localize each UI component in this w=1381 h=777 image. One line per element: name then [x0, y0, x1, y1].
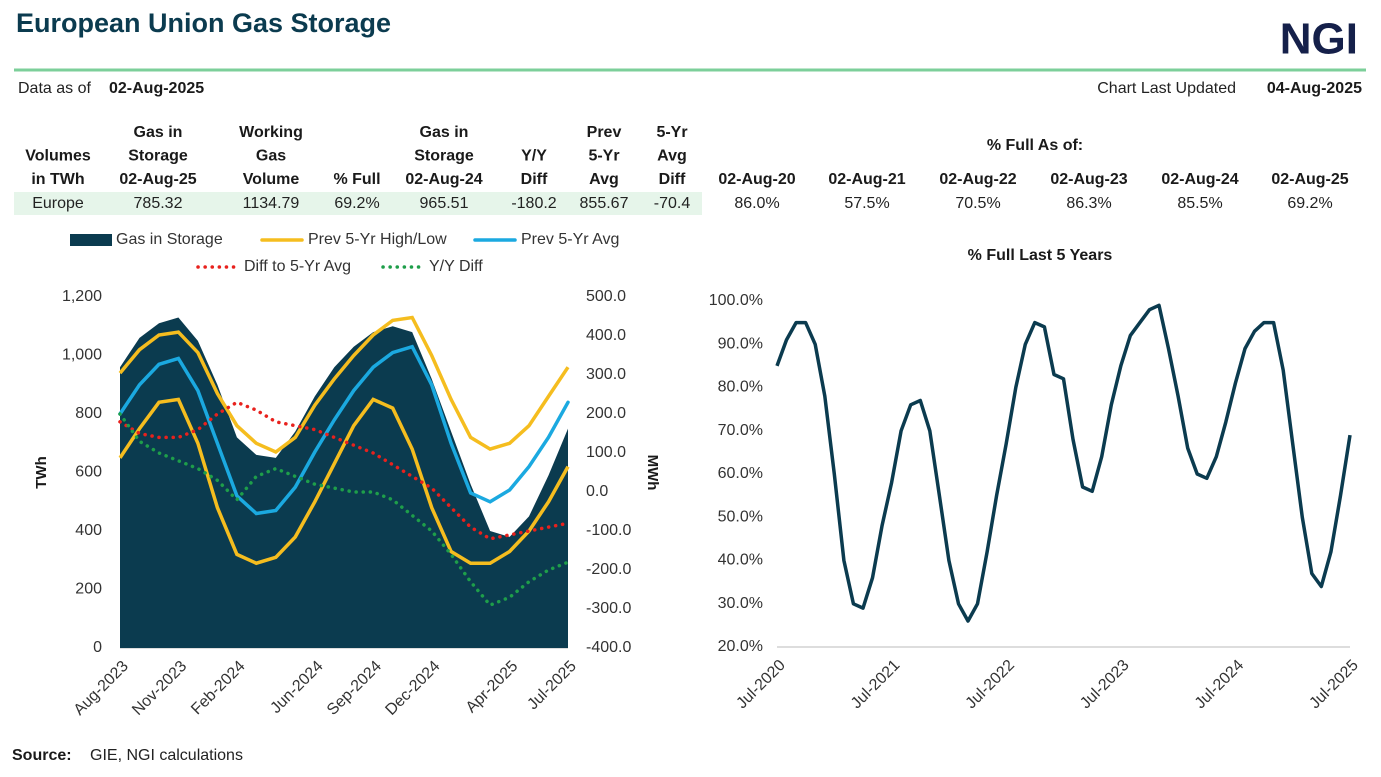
y-tick-label: 100.0% — [709, 292, 763, 309]
table-cell: -70.4 — [654, 195, 691, 212]
line — [118, 400, 570, 541]
updated: 04-Aug-2025 — [1267, 80, 1362, 97]
full-value: 69.2% — [1287, 195, 1332, 212]
y-tick-label: 70.0% — [718, 422, 763, 439]
table-cell: 69.2% — [334, 195, 379, 212]
full-value: 70.5% — [955, 195, 1000, 212]
table-header: 5-Yr — [656, 124, 687, 141]
y2-tick-label: 200.0 — [586, 405, 626, 422]
full-value: 86.3% — [1066, 195, 1111, 212]
line — [775, 303, 1352, 623]
title: European Union Gas Storage — [16, 8, 391, 38]
y-tick-label: 40.0% — [718, 552, 763, 569]
table-header: Diff — [521, 171, 548, 188]
table-header: Y/Y — [521, 148, 547, 165]
y-tick-label: 0 — [93, 639, 102, 656]
table-cell: 965.51 — [420, 195, 469, 212]
y-tick-label: 800 — [75, 405, 102, 422]
full-value: 57.5% — [844, 195, 889, 212]
table-header: Gas in — [420, 124, 469, 141]
table-header: Gas in — [134, 124, 183, 141]
full-date: 02-Aug-21 — [828, 171, 905, 188]
y-tick-label: 400 — [75, 522, 102, 539]
line-high — [118, 315, 570, 455]
full-date: 02-Aug-24 — [1161, 171, 1238, 188]
table-header: Volume — [243, 171, 300, 188]
table-cell: 785.32 — [134, 195, 183, 212]
table-header: Volumes — [25, 148, 91, 165]
table-cell: 855.67 — [580, 195, 629, 212]
y-tick-label: 50.0% — [718, 508, 763, 525]
table-header: 5-Yr — [588, 148, 619, 165]
legend-label: Prev 5-Yr Avg — [521, 231, 619, 248]
y-tick-label: 1,000 — [62, 347, 102, 364]
y-tick-label: 1,200 — [62, 288, 102, 305]
legend-label: Prev 5-Yr High/Low — [308, 231, 447, 248]
table-cell: Europe — [32, 195, 84, 212]
y-tick-label: 20.0% — [718, 638, 763, 655]
y-tick-label: 90.0% — [718, 335, 763, 352]
y2-tick-label: -300.0 — [586, 600, 631, 617]
table-header: 02-Aug-24 — [405, 171, 482, 188]
line — [118, 412, 570, 608]
table-cell: -180.2 — [511, 195, 556, 212]
table-cell: 1134.79 — [243, 195, 300, 212]
y2-tick-label: 100.0 — [586, 444, 626, 461]
legend-swatch — [70, 234, 112, 246]
table-header: Prev — [587, 124, 622, 141]
y-tick-label: 60.0% — [718, 465, 763, 482]
table-header: Avg — [657, 148, 687, 165]
y2-tick-label: -100.0 — [586, 522, 631, 539]
table-header: Avg — [589, 171, 619, 188]
table-header: % Full — [333, 171, 380, 188]
table-header: Diff — [659, 171, 686, 188]
y-tick-label: 600 — [75, 464, 102, 481]
y2-tick-label: 500.0 — [586, 288, 626, 305]
chart-title: % Full Last 5 Years — [968, 247, 1113, 264]
y2-tick-label: 300.0 — [586, 366, 626, 383]
table-header: Gas — [256, 148, 286, 165]
full-value: 86.0% — [734, 195, 779, 212]
source-label: Source: — [12, 747, 72, 764]
y2-axis-label: MWh — [644, 455, 661, 491]
full-heading: % Full As of: — [987, 137, 1083, 154]
full-date: 02-Aug-25 — [1271, 171, 1348, 188]
legend-label: Diff to 5-Yr Avg — [244, 258, 351, 275]
logo: NGI — [1280, 15, 1358, 64]
line — [118, 344, 570, 516]
legend-label: Y/Y Diff — [429, 258, 483, 275]
y-tick-label: 200 — [75, 581, 102, 598]
line-low — [118, 397, 570, 566]
data-as-of-label: Data as of — [18, 80, 91, 97]
legend-label: Gas in Storage — [116, 231, 223, 248]
full-date: 02-Aug-20 — [718, 171, 795, 188]
full-date: 02-Aug-23 — [1050, 171, 1127, 188]
area — [120, 317, 568, 648]
table-header: in TWh — [31, 171, 84, 188]
table-header: 02-Aug-25 — [119, 171, 196, 188]
table-header: Storage — [128, 148, 188, 165]
y2-tick-label: -200.0 — [586, 561, 631, 578]
y2-tick-label: 0.0 — [586, 483, 608, 500]
y-tick-label: 80.0% — [718, 379, 763, 396]
y2-tick-label: 400.0 — [586, 327, 626, 344]
updated-label: Chart Last Updated — [1097, 80, 1236, 97]
table-header: Storage — [414, 148, 474, 165]
y-tick-label: 30.0% — [718, 595, 763, 612]
y-axis-label: TWh — [33, 456, 50, 488]
full-value: 85.5% — [1177, 195, 1222, 212]
source-text: GIE, NGI calculations — [90, 747, 243, 764]
table-header: Working — [239, 124, 303, 141]
full-date: 02-Aug-22 — [939, 171, 1016, 188]
y2-tick-label: -400.0 — [586, 639, 631, 656]
data-as-of: 02-Aug-2025 — [109, 80, 204, 97]
table-row-band — [14, 192, 702, 215]
